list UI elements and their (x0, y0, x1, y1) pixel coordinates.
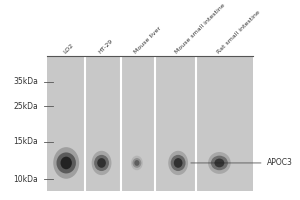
Ellipse shape (53, 147, 79, 179)
Ellipse shape (133, 158, 141, 168)
Text: Mouse small intestine: Mouse small intestine (175, 2, 227, 54)
Ellipse shape (168, 151, 188, 175)
Ellipse shape (131, 156, 143, 170)
Ellipse shape (208, 152, 231, 174)
Ellipse shape (97, 158, 106, 168)
Text: 10kDa: 10kDa (14, 175, 38, 184)
Text: HT-29: HT-29 (98, 38, 115, 54)
Ellipse shape (92, 151, 112, 175)
FancyBboxPatch shape (47, 56, 253, 191)
Ellipse shape (211, 156, 228, 170)
Ellipse shape (214, 159, 224, 167)
Ellipse shape (174, 158, 182, 168)
Text: APOC3: APOC3 (191, 158, 292, 167)
Ellipse shape (134, 160, 140, 166)
Ellipse shape (171, 155, 186, 171)
Text: 15kDa: 15kDa (14, 137, 38, 146)
Ellipse shape (56, 152, 76, 173)
Ellipse shape (61, 157, 72, 169)
Text: Rat small intestine: Rat small intestine (216, 9, 261, 54)
Text: Mouse liver: Mouse liver (134, 25, 162, 54)
Text: LO2: LO2 (63, 42, 75, 54)
Text: 25kDa: 25kDa (14, 102, 38, 111)
Ellipse shape (94, 155, 109, 171)
Text: 35kDa: 35kDa (13, 77, 38, 86)
